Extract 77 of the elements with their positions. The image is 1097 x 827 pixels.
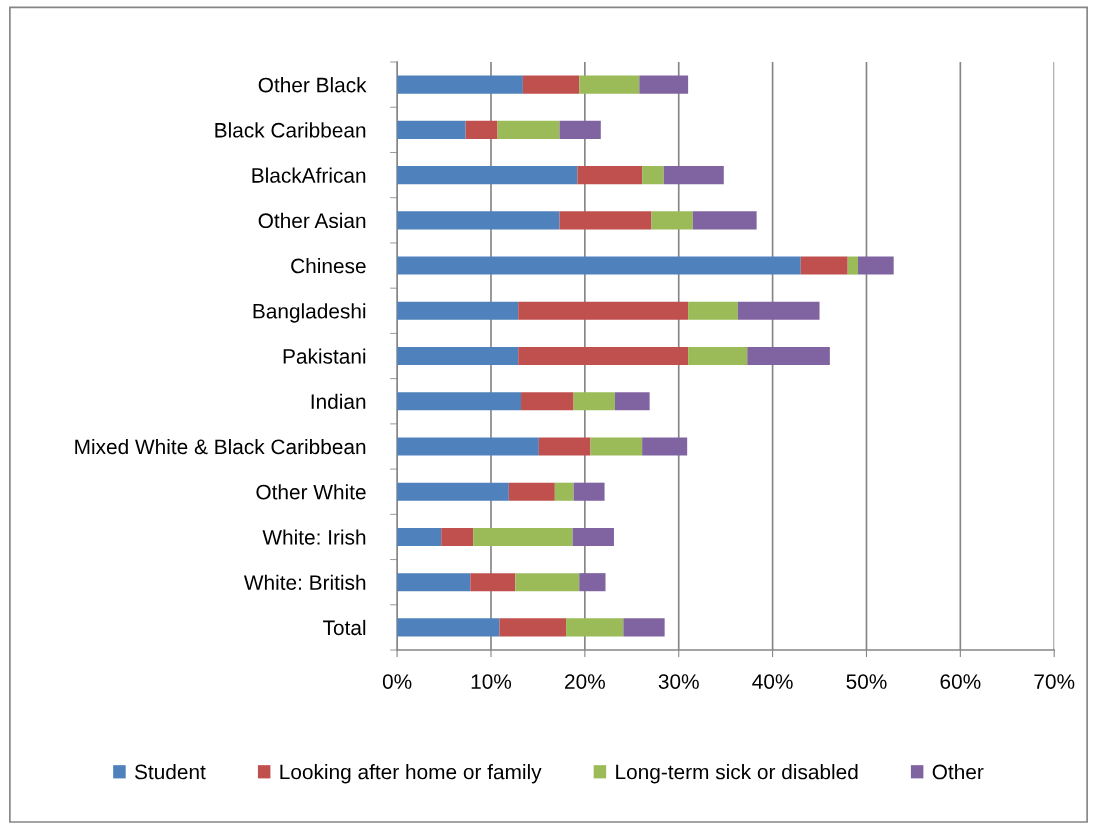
bar	[508, 482, 555, 501]
bar	[614, 392, 650, 411]
legend-label: Student	[134, 764, 206, 780]
bar	[397, 301, 519, 320]
bar	[473, 527, 573, 546]
bar	[572, 527, 614, 546]
legend-label: Long-term sick or disabled	[616, 764, 858, 784]
bar	[397, 437, 539, 456]
bar	[663, 166, 724, 185]
legend-label: Looking after home or family	[280, 764, 542, 784]
bar	[858, 256, 894, 275]
bar	[566, 618, 624, 637]
x-tick-label: 0%	[382, 674, 412, 689]
bar	[499, 618, 567, 637]
bar	[397, 211, 560, 230]
bar	[397, 120, 466, 139]
bar	[590, 437, 643, 456]
bar	[559, 120, 601, 139]
bar	[688, 301, 738, 320]
bar	[397, 256, 801, 275]
bar	[692, 211, 757, 230]
bar	[651, 211, 693, 230]
y-tick-label: White: Irish	[262, 529, 366, 545]
legend-label: Other	[932, 764, 984, 780]
bar	[397, 166, 578, 185]
x-tick-label: 10%	[471, 674, 512, 689]
bar	[642, 437, 688, 456]
bar	[573, 392, 615, 411]
bar	[623, 618, 665, 637]
bar	[688, 346, 748, 366]
bar	[518, 346, 689, 366]
bar	[538, 437, 591, 456]
bar	[521, 392, 574, 411]
bar	[397, 75, 523, 94]
bar	[518, 301, 689, 320]
y-tick-label: Total	[323, 619, 366, 636]
x-tick-label: 20%	[565, 674, 605, 689]
y-tick-label: Other Black	[258, 77, 367, 93]
bar	[397, 346, 519, 366]
bar	[579, 573, 606, 592]
bar	[465, 120, 498, 139]
bar	[573, 482, 605, 501]
y-tick-label: Other White	[256, 484, 366, 500]
bar	[554, 482, 574, 501]
x-tick-label: 40%	[752, 674, 793, 689]
bar	[397, 527, 442, 546]
bar	[800, 256, 848, 275]
bar	[639, 75, 689, 94]
y-tick-label: Bangladeshi	[253, 303, 366, 323]
bar	[737, 301, 820, 320]
bar	[497, 120, 560, 139]
bar	[522, 75, 580, 94]
bar	[559, 211, 652, 230]
bar	[747, 346, 830, 366]
y-tick-label: BlackAfrican	[252, 167, 366, 183]
bar	[441, 527, 474, 546]
bar	[397, 482, 509, 501]
y-tick-label: Mixed White & Black Caribbean	[75, 438, 366, 455]
y-tick-label: Black Caribbean	[215, 122, 366, 138]
y-tick-label: Other Asian	[258, 212, 366, 229]
y-tick-label: Indian	[311, 393, 366, 410]
bar	[847, 256, 859, 275]
x-tick-label: 70%	[1034, 674, 1075, 689]
x-tick-label: 60%	[940, 674, 981, 689]
bar	[397, 573, 471, 592]
bar	[577, 166, 643, 185]
bar	[515, 573, 580, 592]
x-tick-label: 30%	[658, 674, 699, 689]
y-tick-label: Chinese	[291, 258, 366, 274]
x-tick-label: 50%	[846, 674, 887, 689]
bar	[470, 573, 516, 592]
y-tick-label: White: British	[243, 574, 366, 590]
bar	[579, 75, 640, 94]
y-tick-label: Pakistani	[283, 348, 366, 364]
bar	[397, 618, 500, 637]
bar	[642, 166, 664, 185]
bar	[397, 392, 522, 411]
